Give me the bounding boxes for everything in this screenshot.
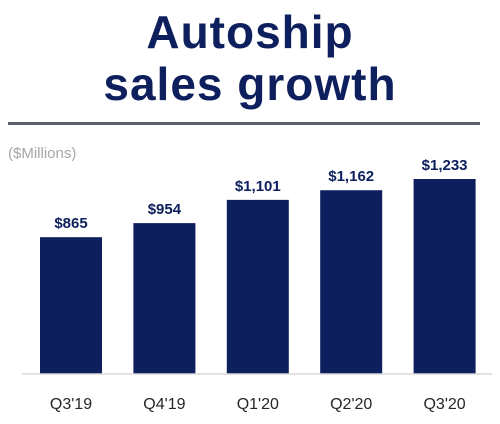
data-label-4: $1,233 <box>422 157 468 174</box>
data-label-1: $954 <box>148 201 182 218</box>
bar-3 <box>320 190 383 374</box>
bar-0 <box>40 237 102 374</box>
chart-title-line-1: Autoship <box>146 6 354 58</box>
title-divider <box>8 122 480 125</box>
data-label-2: $1,101 <box>235 178 281 195</box>
data-label-3: $1,162 <box>328 168 374 185</box>
x-tick-label-3: Q2'20 <box>330 396 372 413</box>
bar-1 <box>133 223 196 374</box>
x-tick-label-1: Q4'19 <box>143 396 185 413</box>
x-tick-label-0: Q3'19 <box>50 396 92 413</box>
bar-4 <box>413 179 476 374</box>
x-tick-label-4: Q3'20 <box>423 396 465 413</box>
data-label-0: $865 <box>54 215 87 232</box>
x-tick-label-2: Q1'20 <box>237 396 279 413</box>
bar-2 <box>226 199 289 374</box>
unit-label: ($Millions) <box>8 145 76 162</box>
bars-layer: $865 Q3'19 $954 Q4'19 $1,101 Q1'20 $1,162 Q2'20… <box>40 157 476 413</box>
chart-title-line-2: sales growth <box>103 58 397 110</box>
